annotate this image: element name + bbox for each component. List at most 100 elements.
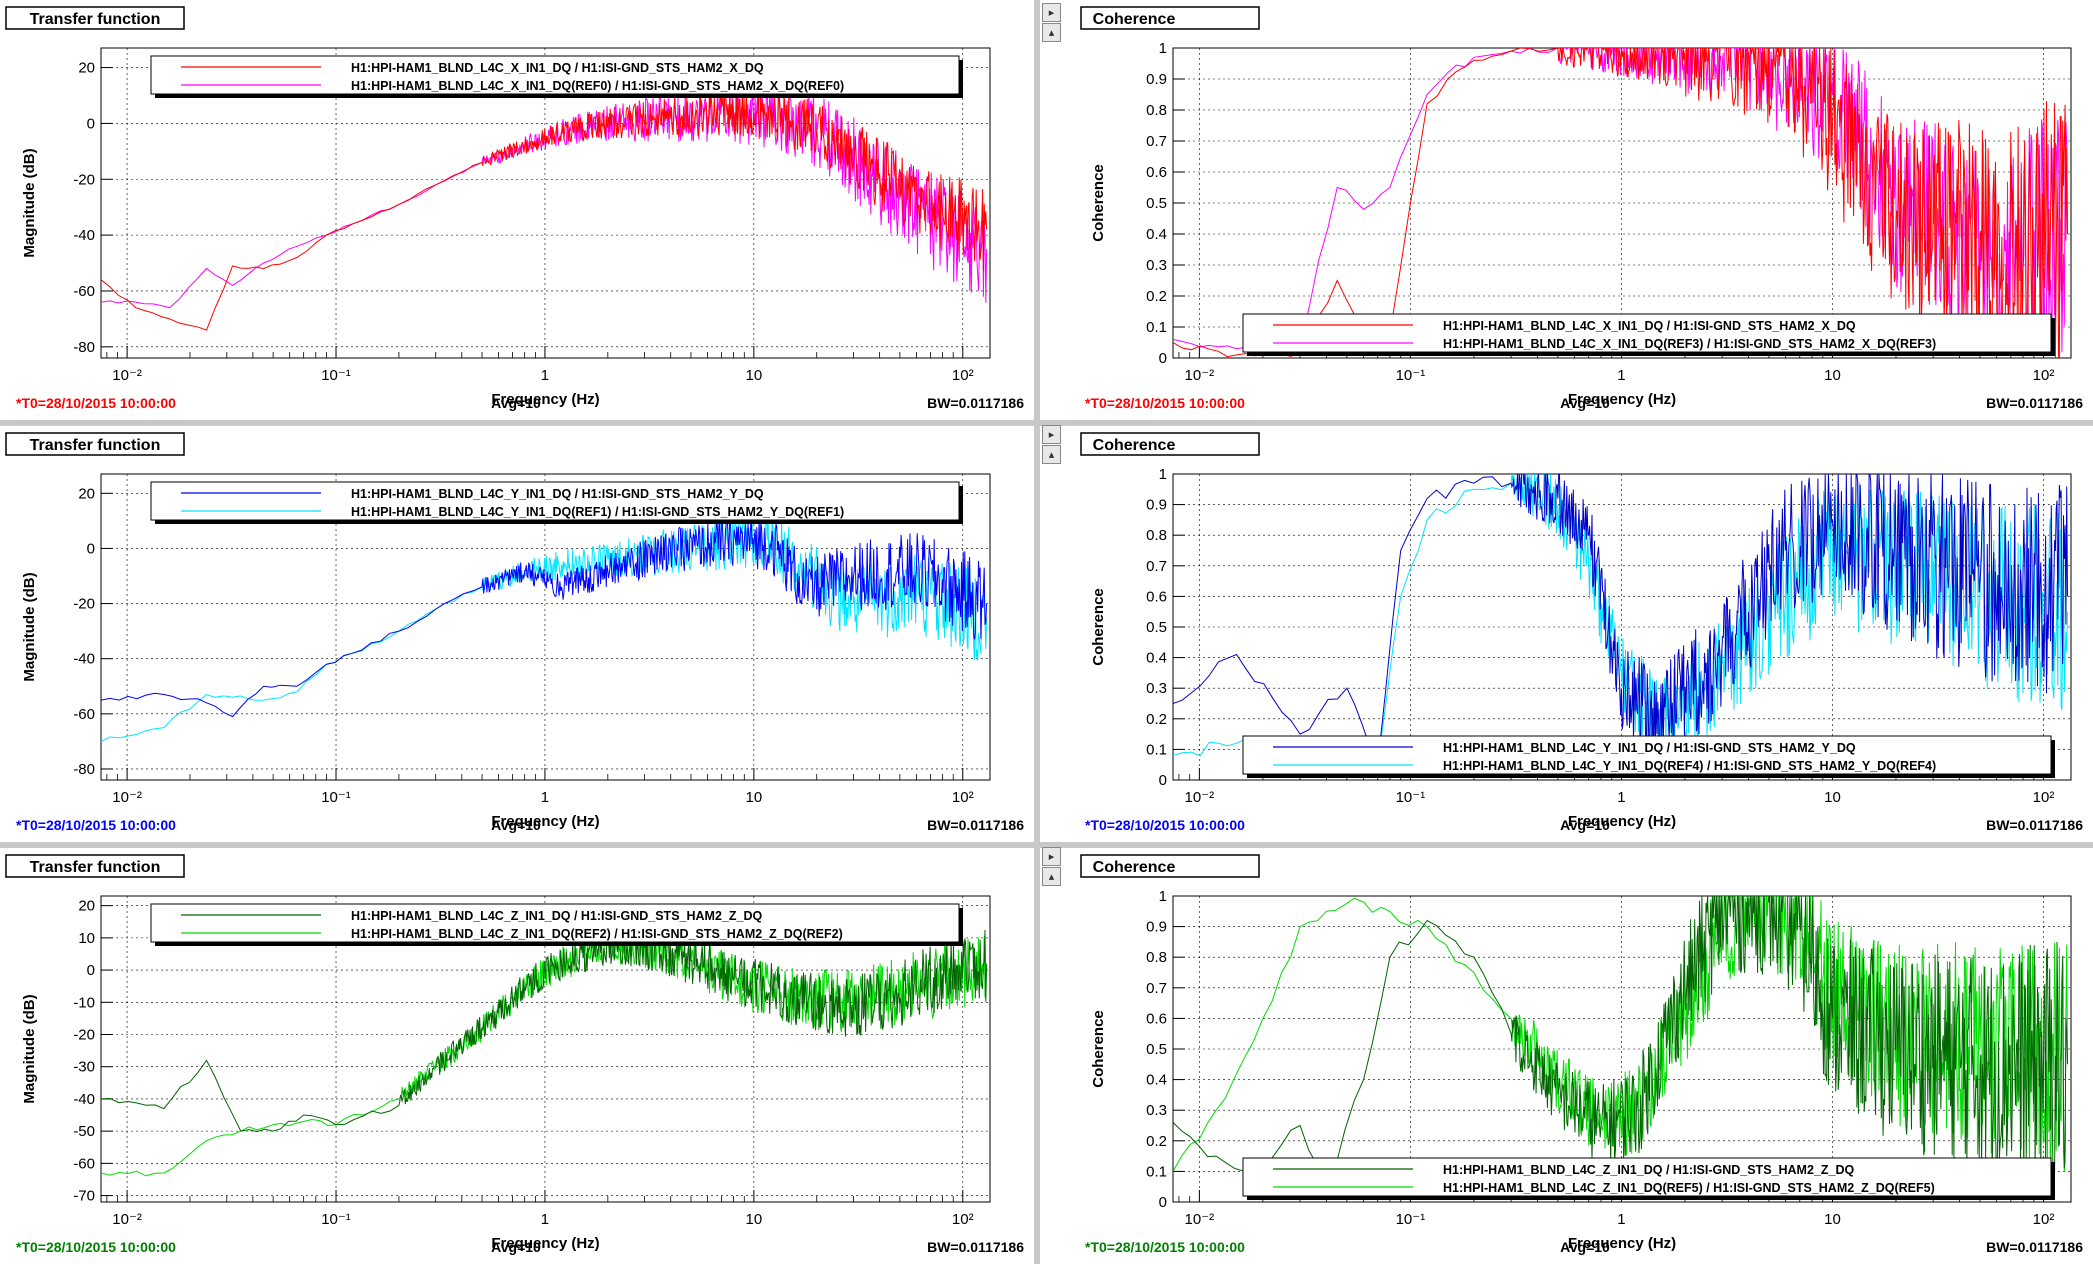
x-tick-label: 10² <box>2033 789 2055 806</box>
y-tick-label: -80 <box>73 761 95 778</box>
footer-average: Avg=10 <box>491 1239 541 1255</box>
footer-timestamp: *T0=28/10/2015 10:00:00 <box>16 395 176 411</box>
coherence-y-panel: Coherence 10⁻² 10⁻¹ 1 10 10² 0 0.1 0.2 0.3 0.4 0.5 0… <box>1063 426 2093 842</box>
y-tick-label: 0.1 <box>1146 1163 1167 1180</box>
y-tick-label: 0.1 <box>1146 319 1167 336</box>
y-tick-label: 0.5 <box>1146 195 1167 212</box>
chart-title-text: Transfer function <box>30 437 161 454</box>
footer-bandwidth: BW=0.0117186 <box>927 395 1024 411</box>
x-axis-label: Frequency (Hz) <box>491 391 599 408</box>
series-line-reference <box>101 509 988 742</box>
legend-entry: H1:HPI-HAM1_BLND_L4C_X_IN1_DQ / H1:ISI-G… <box>351 61 764 75</box>
x-tick-label: 10⁻² <box>1185 789 1215 806</box>
y-tick-label: 0 <box>1159 350 1167 367</box>
x-tick-label: 10⁻¹ <box>321 789 351 806</box>
y-tick-label: 0.5 <box>1146 1041 1167 1058</box>
y-tick-label: 0.9 <box>1146 497 1167 514</box>
x-tick-label: 10⁻¹ <box>1396 1211 1426 1228</box>
footer-bandwidth: BW=0.0117186 <box>1986 817 2083 833</box>
series-group <box>1173 474 2068 767</box>
y-tick-label: 0.3 <box>1146 1102 1167 1119</box>
panel-nav-right-button[interactable]: ▸ <box>1042 3 1061 22</box>
series-line-reference <box>1173 48 2068 353</box>
y-tick-label: 0 <box>87 115 95 132</box>
y-tick-label: 20 <box>78 898 95 915</box>
y-tick-label: -40 <box>73 651 95 668</box>
horizontal-splitter-1[interactable] <box>0 420 2093 426</box>
y-tick-label: 20 <box>78 485 95 502</box>
legend-box <box>1242 735 2052 775</box>
x-axis: 10⁻² 10⁻¹ 1 10 10² <box>1178 896 2055 1228</box>
y-tick-label: 0.2 <box>1146 288 1167 305</box>
footer-timestamp: *T0=28/10/2015 10:00:00 <box>16 1239 176 1255</box>
x-tick-label: 1 <box>541 789 549 806</box>
x-tick-label: 1 <box>1617 367 1625 384</box>
legend: H1:HPI-HAM1_BLND_L4C_Y_IN1_DQ / H1:ISI-G… <box>1242 735 2055 778</box>
x-tick-label: 1 <box>1617 789 1625 806</box>
x-tick-label: 10² <box>952 1211 974 1228</box>
chart-title-text: Coherence <box>1093 11 1176 28</box>
y-tick-label: 0 <box>1159 772 1167 789</box>
footer-bandwidth: BW=0.0117186 <box>1986 395 2083 411</box>
footer-average: Avg=10 <box>1560 395 1610 411</box>
series-line-current <box>1173 474 2068 767</box>
y-axis-label: Coherence <box>1090 164 1107 242</box>
series-group <box>101 82 988 331</box>
x-tick-label: 1 <box>541 1211 549 1228</box>
y-tick-label: 0 <box>87 540 95 557</box>
legend: H1:HPI-HAM1_BLND_L4C_X_IN1_DQ / H1:ISI-G… <box>150 55 963 98</box>
y-tick-label: -80 <box>73 339 95 356</box>
transfer-function-x-panel: Transfer function 10⁻² 10⁻¹ 1 10 10² -80 -60 -40… <box>0 0 1034 420</box>
legend-entry: H1:HPI-HAM1_BLND_L4C_Z_IN1_DQ(REF2) / H1… <box>351 927 843 941</box>
y-tick-label: -10 <box>73 994 95 1011</box>
x-tick-label: 10 <box>1824 789 1841 806</box>
title-box <box>1080 432 1260 456</box>
series-group <box>101 509 988 742</box>
plot-frame <box>100 473 991 781</box>
chart-title-text: Coherence <box>1093 859 1176 876</box>
legend-entry: H1:HPI-HAM1_BLND_L4C_X_IN1_DQ(REF0) / H1… <box>351 79 844 93</box>
y-tick-label: 0.7 <box>1146 558 1167 575</box>
y-tick-label: 0.9 <box>1146 71 1167 88</box>
footer-average: Avg=10 <box>491 395 541 411</box>
series-line-current <box>1173 896 2068 1188</box>
x-tick-label: 10⁻² <box>112 1211 142 1228</box>
y-tick-label: -70 <box>73 1188 95 1205</box>
x-tick-label: 10⁻¹ <box>321 367 351 384</box>
panel-nav-right-button[interactable]: ▸ <box>1042 425 1061 444</box>
y-tick-label: 0.7 <box>1146 133 1167 150</box>
y-tick-label: 0.2 <box>1146 711 1167 728</box>
legend: H1:HPI-HAM1_BLND_L4C_X_IN1_DQ / H1:ISI-G… <box>1242 313 2055 356</box>
y-tick-label: -50 <box>73 1123 95 1140</box>
panel-nav-up-button[interactable]: ▴ <box>1042 867 1061 886</box>
x-tick-label: 10⁻² <box>1185 367 1215 384</box>
y-tick-label: -60 <box>73 1155 95 1172</box>
series-line-current <box>101 88 988 331</box>
y-axis: 0 0.1 0.2 0.3 0.4 0.5 0.6 0.7 0.8 0.9 1 <box>1146 40 2071 367</box>
legend-entry: H1:HPI-HAM1_BLND_L4C_X_IN1_DQ / H1:ISI-G… <box>1443 319 1856 333</box>
panel-nav-up-button[interactable]: ▴ <box>1042 445 1061 464</box>
title-box <box>5 432 185 456</box>
y-tick-label: 0 <box>1159 1194 1167 1211</box>
vertical-splitter[interactable] <box>1034 0 1040 1264</box>
y-tick-label: 0.8 <box>1146 527 1167 544</box>
x-tick-label: 1 <box>1617 1211 1625 1228</box>
panel-nav-up-button[interactable]: ▴ <box>1042 23 1061 42</box>
panel-nav-right-button[interactable]: ▸ <box>1042 847 1061 866</box>
y-tick-label: 0.4 <box>1146 1072 1167 1089</box>
x-tick-label: 10⁻² <box>1185 1211 1215 1228</box>
x-tick-label: 10 <box>1824 367 1841 384</box>
chart-title: Transfer function <box>5 432 185 456</box>
legend-entry: H1:HPI-HAM1_BLND_L4C_Y_IN1_DQ(REF1) / H1… <box>351 505 844 519</box>
y-tick-label: 0.5 <box>1146 619 1167 636</box>
x-tick-label: 10⁻¹ <box>1396 367 1426 384</box>
chart-title: Transfer function <box>5 854 185 878</box>
legend-box <box>150 903 960 943</box>
legend-box <box>1242 313 2052 353</box>
x-tick-label: 10² <box>2033 367 2055 384</box>
x-tick-label: 10² <box>2033 1211 2055 1228</box>
chart-title: Coherence <box>1080 6 1260 30</box>
legend-entry: H1:HPI-HAM1_BLND_L4C_Z_IN1_DQ / H1:ISI-G… <box>351 909 762 923</box>
horizontal-splitter-2[interactable] <box>0 842 2093 848</box>
y-tick-label: 0.8 <box>1146 949 1167 966</box>
